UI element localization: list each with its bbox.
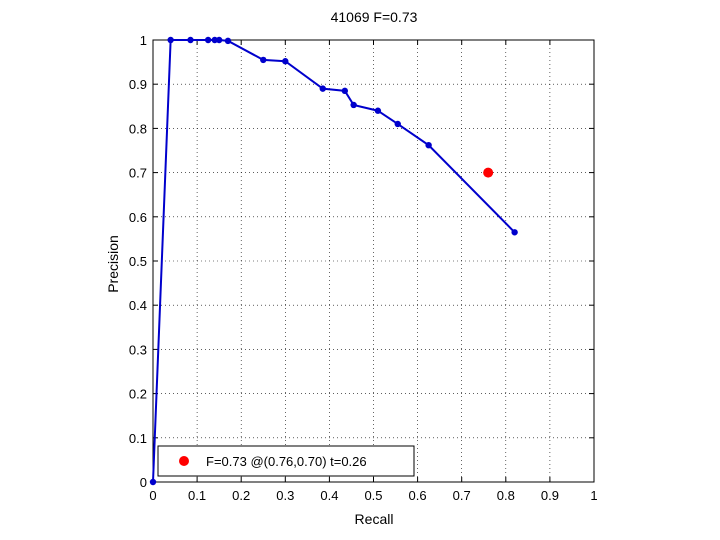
data-point [511, 229, 518, 236]
legend: F=0.73 @(0.76,0.70) t=0.26 [157, 445, 415, 477]
chart-title: 41069 F=0.73 [331, 9, 418, 25]
y-axis-label: Precision [105, 235, 121, 293]
data-point [204, 36, 212, 44]
y-tick-label: 0.2 [129, 387, 147, 402]
y-tick-label: 0.5 [129, 254, 147, 269]
x-tick-label: 0.2 [232, 488, 250, 503]
x-axis-label: Recall [355, 511, 394, 527]
x-tick-label: 0.6 [409, 488, 427, 503]
series-line [152, 39, 516, 483]
x-tick-label: 0.7 [453, 488, 471, 503]
data-point [394, 120, 401, 128]
data-series [149, 36, 518, 486]
x-tick-label: 0.9 [541, 488, 559, 503]
data-point [260, 56, 267, 64]
x-tick-label: 0.5 [364, 488, 382, 503]
data-point [350, 101, 357, 109]
y-tick-label: 0.7 [129, 166, 147, 181]
data-point [224, 37, 232, 45]
grid [153, 40, 594, 482]
data-point [215, 36, 223, 44]
legend-box [157, 445, 415, 477]
data-point [211, 36, 218, 44]
y-tick-label: 0.1 [129, 431, 147, 446]
legend-marker [179, 456, 189, 466]
y-tick-label: 0 [140, 475, 147, 490]
y-tick-label: 0.8 [129, 121, 147, 136]
x-tick-label: 0.8 [497, 488, 515, 503]
data-point [341, 87, 349, 95]
y-tick-label: 0.9 [129, 77, 147, 92]
x-tick-label: 0.3 [276, 488, 294, 503]
axis-ticks: 0 0.1 0.2 0.3 0.4 0.5 0.6 0.7 0.8 0.9 1 0 0.1 0.2 0.3 0… [129, 33, 598, 503]
data-point [282, 58, 289, 65]
y-tick-label: 0.4 [129, 298, 147, 313]
data-point [425, 141, 432, 149]
data-point [149, 478, 157, 486]
data-point [319, 85, 326, 92]
data-point [167, 36, 174, 44]
y-tick-label: 1 [140, 33, 147, 48]
x-tick-label: 0.1 [188, 488, 206, 503]
legend-entry-label: F=0.73 @(0.76,0.70) t=0.26 [206, 454, 367, 469]
y-tick-label: 0.3 [129, 342, 147, 357]
y-tick-label: 0.6 [129, 210, 147, 225]
data-point [187, 36, 194, 44]
data-point [374, 107, 382, 114]
x-tick-label: 0 [149, 488, 156, 503]
best-f-point [483, 167, 494, 178]
x-tick-label: 0.4 [320, 488, 338, 503]
x-tick-label: 1 [590, 488, 597, 503]
